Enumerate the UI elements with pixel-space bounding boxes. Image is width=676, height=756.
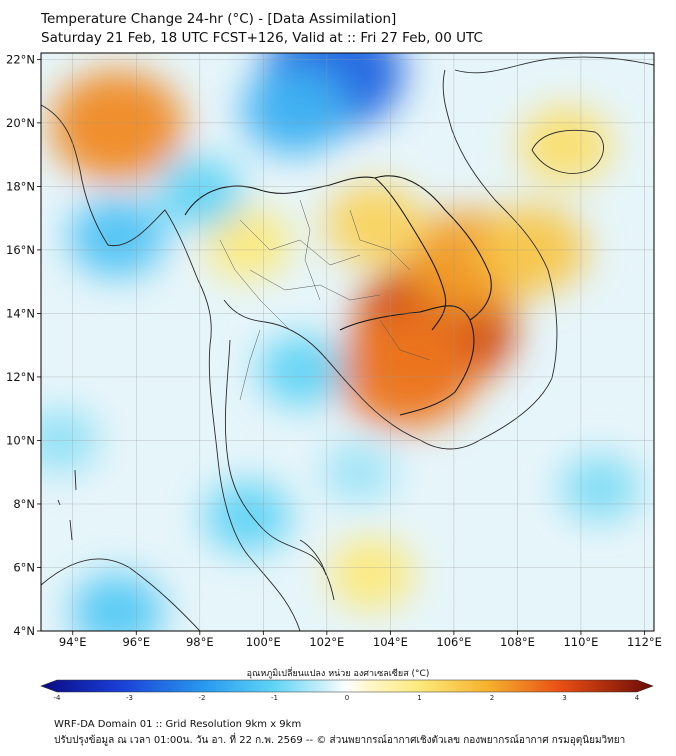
map-frame [40,52,655,632]
lon-tick-label: 100°E [246,635,281,649]
lat-tick-label: 14°N [6,306,35,320]
colorbar-tick-label: 4 [635,694,640,700]
myanmar-thai-border [184,184,331,216]
anomaly-blob [324,182,425,267]
malaysia-coast [299,539,327,576]
lon-tick-label: 112°E [627,635,662,649]
lat-tick-label: 20°N [6,116,35,130]
hainan [531,129,604,174]
lon-tick-label: 110°E [563,635,598,649]
anomaly-blob [336,312,477,429]
colorbar-ticks: -4 -3 -2 -1 0 1 2 3 4 [54,694,640,700]
anomaly-blob [241,65,349,155]
anomaly-blob [258,334,345,407]
colorbar [40,679,654,693]
lon-tick-label: 102°E [309,635,344,649]
colorbar-tick-label: -1 [271,694,278,700]
anomaly-blob [50,70,184,182]
lao-vietnam-border [374,175,492,321]
thai-gulf-coast [223,299,357,393]
vietnam-coast [355,69,558,450]
lat-tick-label: 22°N [6,52,35,66]
anomaly-blob [518,106,612,184]
province-borders [219,199,431,401]
lon-tick-label: 96°E [122,635,150,649]
footer-credit: ปรับปรุงข้อมูล ณ เวลา 01:00น. วัน อา. ที… [54,735,626,746]
anomaly-blob [328,537,415,610]
lat-tick-label: 4°N [13,624,35,638]
anomaly-blob [204,207,291,280]
lat-tick-label: 10°N [6,433,35,447]
lat-tick-label: 16°N [6,243,35,257]
colorbar-tick-label: -3 [126,694,133,700]
lat-tick-label: 18°N [6,179,35,193]
map-subtitle: Saturday 21 Feb, 18 UTC FCST+126, Valid … [41,30,483,46]
lon-tick-label: 108°E [500,635,535,649]
anomaly-blob [70,573,164,631]
colorbar-tick-label: -2 [199,694,206,700]
anomaly-blob [322,441,396,503]
anomaly-blob [204,480,291,553]
graticule [41,53,654,632]
footer-model-info: WRF-DA Domain 01 :: Grid Resolution 9km … [54,719,302,730]
colorbar-tick-label: 3 [562,694,566,700]
colorbar-tick-label: 1 [417,694,421,700]
lat-tick-label: 6°N [13,560,35,574]
colorbar-tick-label: 2 [490,694,494,700]
colorbar-tick-label: 0 [345,694,349,700]
gulf-west-coast [224,339,335,601]
country-borders [184,175,492,416]
anomaly-blob [68,196,166,278]
map-title: Temperature Change 24-hr (°C) - [Data As… [41,11,397,27]
axis-ticks: 94°E 96°E 98°E 100°E 102°E 104°E 106°E 108°E 110… [6,52,662,649]
anomaly-blob [560,454,640,522]
lon-tick-label: 106°E [436,635,471,649]
china-coast [454,56,654,74]
colorbar-label: อุณหภูมิเปลี่ยนแปลง หน่วย องศาเซลเซียส (… [246,669,430,679]
lon-tick-label: 98°E [186,635,214,649]
lat-tick-label: 8°N [13,497,35,511]
temperature-map: 94°E 96°E 98°E 100°E 102°E 104°E 106°E 108°E 110… [6,52,662,700]
lon-tick-label: 104°E [373,635,408,649]
colorbar-tick-label: -4 [54,694,62,700]
lat-tick-label: 12°N [6,370,35,384]
lon-tick-label: 94°E [59,635,87,649]
